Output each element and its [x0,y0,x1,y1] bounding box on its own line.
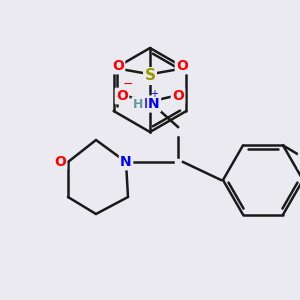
Text: −: − [123,77,133,91]
Text: O: O [112,59,124,73]
Text: N: N [148,97,160,111]
Text: S: S [145,68,155,83]
Text: +: + [150,89,158,99]
Text: O: O [116,89,128,103]
Text: O: O [54,155,66,169]
Text: H: H [133,98,143,110]
Text: N: N [120,155,132,169]
Text: O: O [172,89,184,103]
Text: O: O [176,59,188,73]
Text: O: O [299,154,300,168]
Text: N: N [144,97,156,111]
